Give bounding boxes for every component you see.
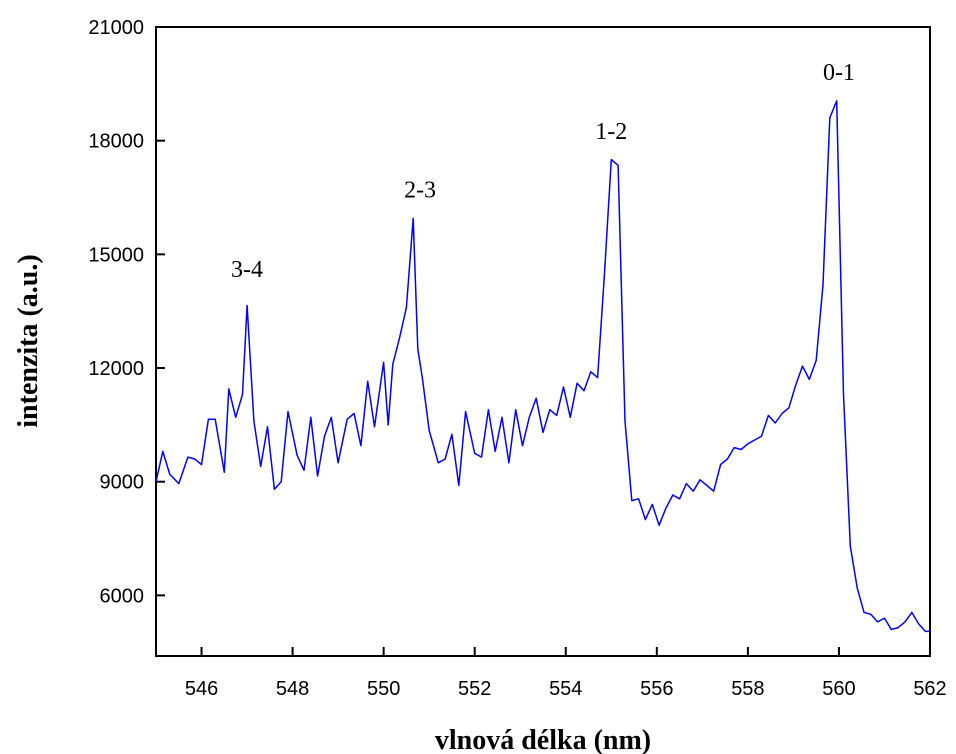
peak-label: 3-4 [231,257,263,283]
y-axis-title: intenzita (a.u.) [13,254,44,427]
y-axis-ticks: 6000 9000 12000 15000 18000 21000 [88,17,165,607]
x-tick-label: 560 [822,678,855,700]
x-tick-label: 554 [549,678,582,700]
y-tick-label: 21000 [88,17,144,39]
x-tick-label: 562 [913,678,946,700]
peak-label: 0-1 [823,60,855,86]
y-tick-label: 12000 [88,358,144,380]
x-tick-label: 556 [640,678,673,700]
x-tick-label: 550 [367,678,400,700]
y-tick-label: 18000 [88,131,144,153]
series-line [155,100,930,633]
x-axis-ticks: 546 548 550 552 554 556 558 560 562 [185,647,947,700]
y-tick-label: 9000 [100,472,145,494]
x-tick-label: 558 [731,678,764,700]
x-tick-label: 552 [458,678,491,700]
peak-label: 2-3 [404,178,436,204]
plot-frame [155,26,931,657]
x-tick-label: 548 [276,678,309,700]
y-tick-label: 15000 [88,244,144,266]
peak-label: 1-2 [595,119,627,145]
peak-annotations: 3-4 2-3 1-2 0-1 [231,60,855,283]
y-tick-label: 6000 [100,585,145,607]
x-axis-title: vlnová délka (nm) [435,725,651,754]
x-tick-label: 546 [185,678,218,700]
